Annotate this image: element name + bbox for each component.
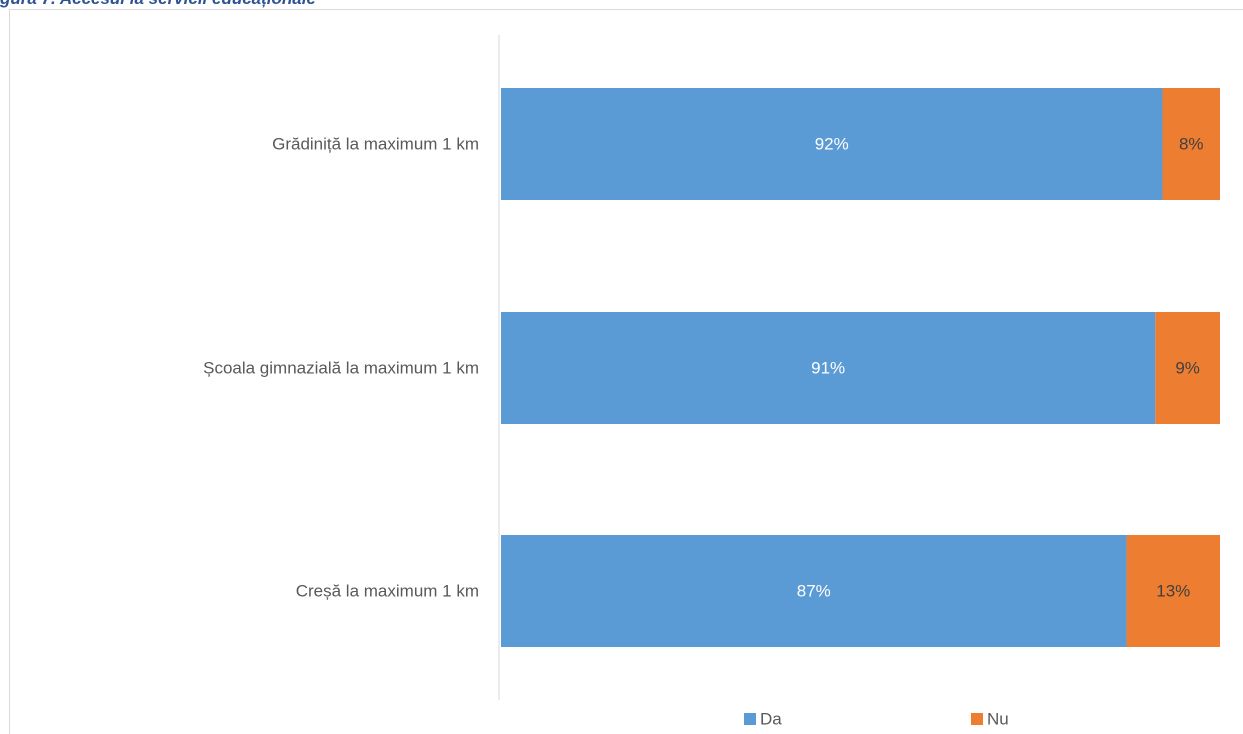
- legend-label-nu: Nu: [987, 710, 1009, 729]
- data-label-nu-2: 13%: [1156, 582, 1190, 601]
- chart-frame: [9, 9, 1243, 734]
- bar-nu-0: [1162, 88, 1220, 200]
- data-label-nu-1: 9%: [1175, 359, 1200, 378]
- data-label-nu-0: 8%: [1179, 135, 1204, 154]
- bar-nu-2: [1126, 535, 1220, 647]
- data-label-da-2: 87%: [797, 582, 831, 601]
- category-label: Școala gimnazială la maximum 1 km: [203, 359, 479, 378]
- category-label: Creșă la maximum 1 km: [296, 582, 479, 601]
- bar-da-0: [501, 88, 1163, 200]
- chart-title: gura 7. Accesul la servicii educaționale: [0, 0, 316, 10]
- category-label: Grădiniță la maximum 1 km: [272, 135, 479, 154]
- legend-swatch-nu: [971, 713, 983, 725]
- bar-da-1: [501, 312, 1156, 424]
- data-label-da-0: 92%: [815, 135, 849, 154]
- data-label-da-1: 91%: [811, 359, 845, 378]
- bar-da-2: [501, 535, 1127, 647]
- legend-label-da: Da: [760, 710, 782, 729]
- bar-nu-1: [1155, 312, 1220, 424]
- legend-swatch-da: [744, 713, 756, 725]
